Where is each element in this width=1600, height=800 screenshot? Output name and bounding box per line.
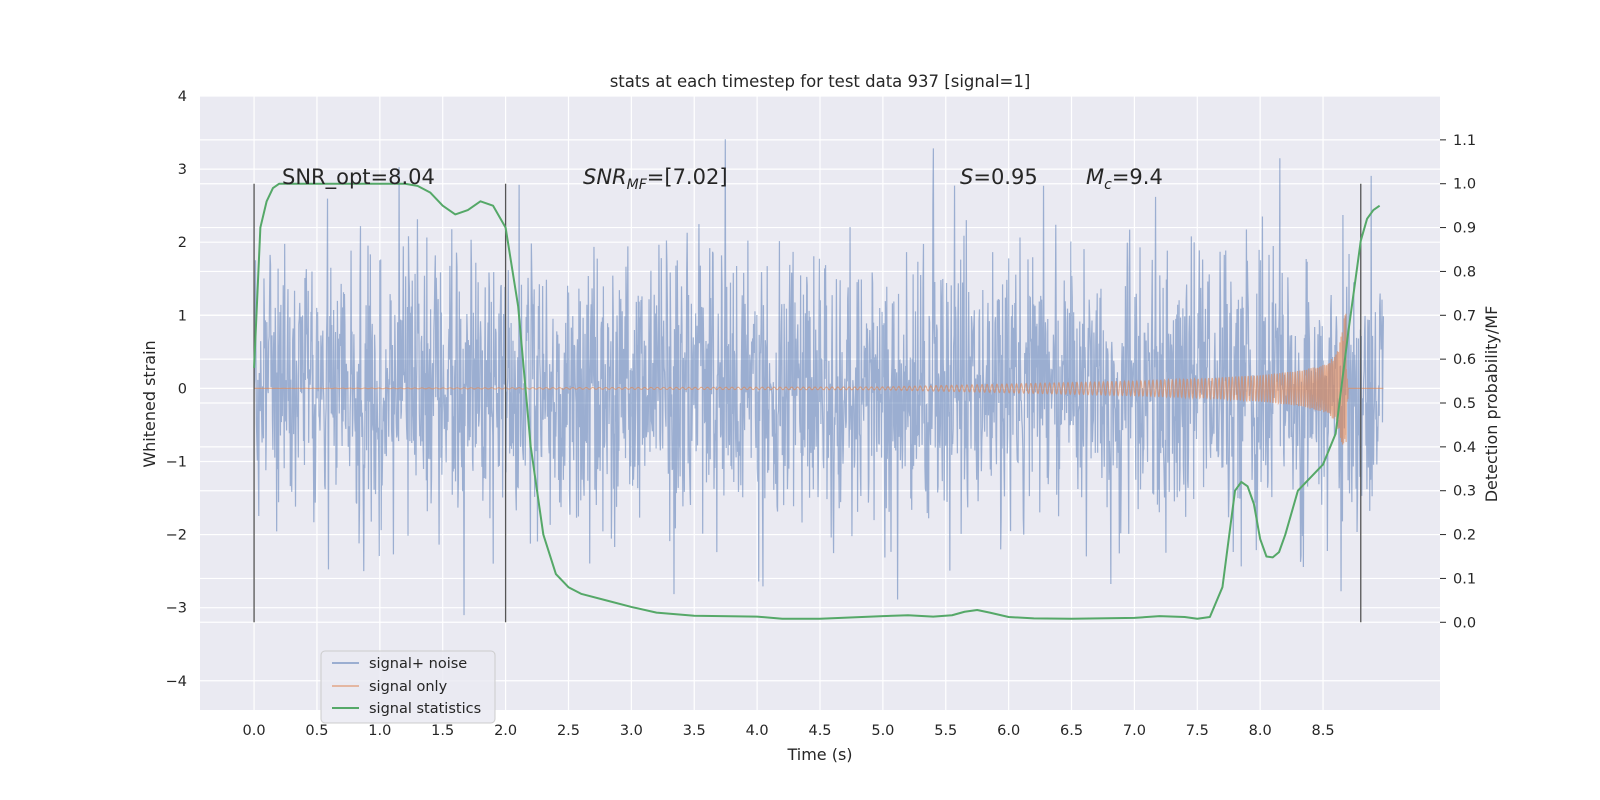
y-right-tick-label-9: 0.9 — [1453, 221, 1476, 237]
x-tick-label-6: 3.0 — [620, 723, 643, 739]
x-tick-label-16: 8.0 — [1249, 723, 1272, 739]
y-right-tick-label-6: 0.6 — [1453, 352, 1476, 368]
x-axis-label: Time (s) — [786, 745, 852, 764]
annotation-s: S=0.95 — [960, 165, 1038, 189]
x-tick-label-13: 6.5 — [1060, 723, 1083, 739]
x-tick-label-0: 0.0 — [243, 723, 266, 739]
legend-label-signal: signal only — [369, 679, 448, 695]
vertical-markers — [253, 183, 1362, 623]
x-tick-label-5: 2.5 — [557, 723, 580, 739]
x-tick-label-17: 8.5 — [1312, 723, 1335, 739]
y-right-tick-label-2: 0.2 — [1453, 528, 1476, 544]
y-axis-left-label: Whitened strain — [140, 340, 159, 467]
x-tick-label-15: 7.5 — [1186, 723, 1209, 739]
y-left-tick-label-7: 3 — [178, 162, 187, 178]
x-tick-label-1: 0.5 — [305, 723, 328, 739]
y-axis-right-ticks: 0.0 0.1 0.2 0.3 0.4 0.5 0.6 0.7 0.8 0.9 1.0 1.1 — [1440, 133, 1476, 631]
legend-box — [320, 650, 496, 724]
y-right-tick-label-5: 0.5 — [1453, 396, 1476, 412]
y-left-tick-label-0: −4 — [166, 674, 187, 690]
y-left-tick-label-4: 0 — [178, 381, 187, 397]
y-left-tick-label-3: −1 — [166, 454, 187, 470]
x-tick-label-12: 6.0 — [997, 723, 1020, 739]
legend-label-noise: signal+ noise — [369, 656, 467, 672]
series-signal-only — [254, 313, 1384, 445]
y-right-tick-label-4: 0.4 — [1453, 440, 1476, 456]
grid — [200, 95, 1440, 710]
signal-trace — [254, 313, 1384, 445]
x-tick-label-2: 1.0 — [368, 723, 391, 739]
x-tick-label-11: 5.5 — [934, 723, 957, 739]
annotation-mc: Mc=9.4 — [1086, 165, 1163, 193]
y-left-tick-label-2: −2 — [166, 528, 187, 544]
y-right-tick-label-3: 0.3 — [1453, 484, 1476, 500]
y-right-tick-label-8: 0.8 — [1453, 264, 1476, 280]
series-signal-statistics — [253, 182, 1381, 620]
x-tick-label-3: 1.5 — [431, 723, 454, 739]
y-left-tick-label-5: 1 — [178, 308, 187, 324]
y-right-tick-label-1: 0.1 — [1453, 571, 1476, 587]
x-tick-label-8: 4.0 — [746, 723, 769, 739]
x-tick-label-10: 5.0 — [871, 723, 894, 739]
x-tick-label-14: 7.0 — [1123, 723, 1146, 739]
x-tick-label-4: 2.0 — [494, 723, 517, 739]
y-right-tick-label-0: 0.0 — [1453, 615, 1476, 631]
y-left-tick-label-6: 2 — [178, 235, 187, 251]
legend: signal+ noise signal only signal statist… — [320, 650, 496, 724]
y-left-tick-label-1: −3 — [166, 601, 187, 617]
y-right-tick-label-10: 1.0 — [1453, 177, 1476, 193]
x-tick-label-7: 3.5 — [683, 723, 706, 739]
y-right-tick-label-11: 1.1 — [1453, 133, 1476, 149]
chart-title: stats at each timestep for test data 937… — [610, 72, 1031, 91]
annotation-snr-opt: SNR_opt=8.04 — [282, 165, 435, 190]
y-axis-right-label: Detection probability/MF — [1482, 306, 1501, 503]
y-axis-left-ticks: −4 −3 −2 −1 0 1 2 3 4 — [166, 89, 187, 690]
annotation-snr-mf: SNRMF=[7.02] — [583, 165, 728, 193]
y-right-tick-label-7: 0.7 — [1453, 308, 1476, 324]
legend-label-stats: signal statistics — [369, 701, 481, 717]
stats-trace — [253, 182, 1381, 620]
x-tick-label-9: 4.5 — [808, 723, 831, 739]
y-left-tick-label-8: 4 — [178, 89, 187, 105]
x-axis-ticks: 0.0 0.5 1.0 1.5 2.0 2.5 3.0 3.5 4.0 4.5 5.0 5.5 6.0 6… — [243, 723, 1335, 739]
